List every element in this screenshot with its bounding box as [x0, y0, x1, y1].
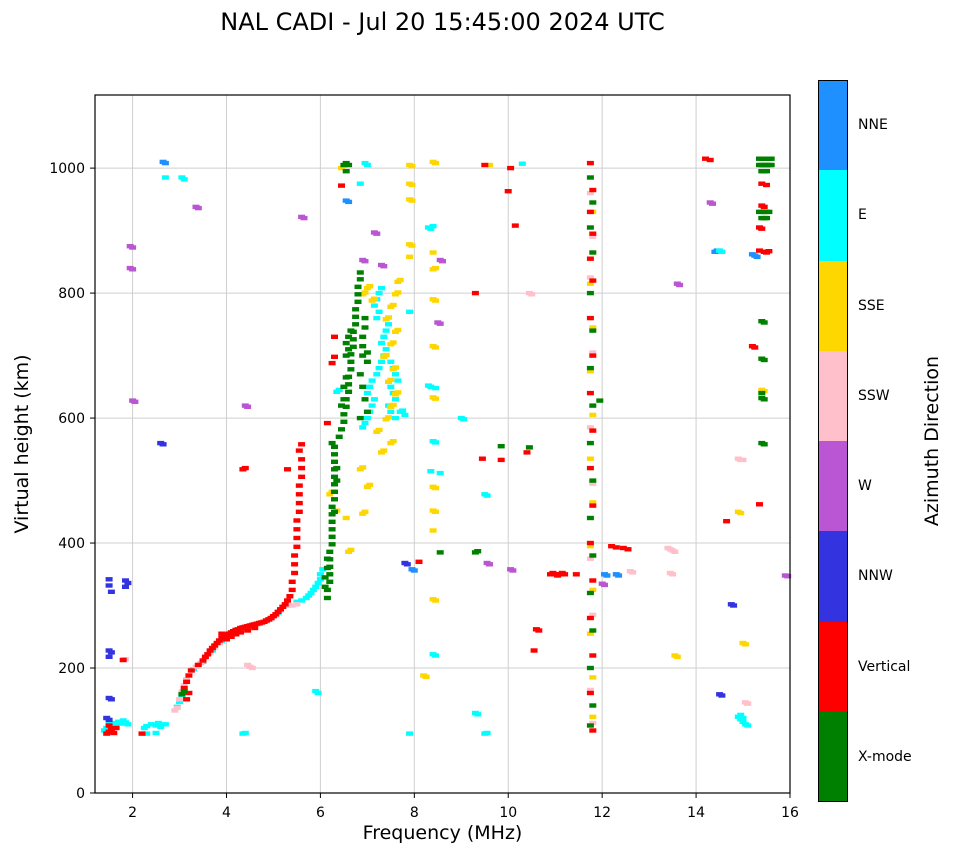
svg-text:600: 600	[58, 411, 85, 427]
colorbar-label-sse: SSE	[858, 297, 885, 314]
svg-text:0: 0	[76, 786, 85, 802]
colorbar-segment-e	[818, 170, 848, 261]
x-axis-ticks: 2 4 6 8 10 12 14 16	[128, 793, 799, 821]
colorbar-segment-vertical	[818, 621, 848, 712]
series-nnw	[103, 440, 738, 723]
svg-text:16: 16	[781, 805, 799, 821]
colorbar-label-e: E	[858, 207, 867, 224]
svg-text:1000: 1000	[49, 161, 85, 177]
svg-text:800: 800	[58, 286, 85, 302]
plot-frame	[94, 94, 791, 794]
svg-text:8: 8	[410, 805, 419, 821]
series-sse	[326, 159, 768, 719]
colorbar-segment-w	[818, 441, 848, 532]
colorbar-segment-nne	[818, 80, 848, 171]
y-axis-label: Virtual height (km)	[11, 354, 33, 534]
svg-text:2: 2	[128, 805, 137, 821]
colorbar-label-w: W	[858, 478, 872, 495]
svg-text:12: 12	[593, 805, 611, 821]
colorbar-segment-ssw	[818, 350, 848, 441]
svg-text:14: 14	[687, 805, 705, 821]
series-x-mode	[178, 156, 775, 728]
colorbar-label-ssw: SSW	[858, 387, 890, 404]
colorbar-segment-nnw	[818, 531, 848, 622]
colorbar-title: Azimuth Direction	[921, 355, 943, 527]
svg-text:400: 400	[58, 536, 85, 552]
colorbar: NNE E SSE SSW W NNW Vertical X-mode	[818, 80, 958, 802]
colorbar-label-x-mode: X-mode	[858, 748, 912, 765]
colorbar-label-vertical: Vertical	[858, 658, 911, 675]
svg-text:10: 10	[499, 805, 517, 821]
svg-text:6: 6	[316, 805, 325, 821]
colorbar-label-nnw: NNW	[858, 568, 893, 585]
x-axis-label: Frequency (MHz)	[362, 822, 523, 844]
series-e	[100, 160, 752, 736]
series-nne	[159, 159, 761, 578]
grid	[95, 95, 791, 794]
chart-title: NAL CADI - Jul 20 15:45:00 2024 UTC	[220, 8, 665, 36]
colorbar-segment-sse	[818, 260, 848, 351]
colorbar-label-nne: NNE	[858, 117, 888, 134]
svg-text:4: 4	[222, 805, 231, 821]
series-w	[126, 200, 792, 588]
colorbar-segment-x-mode	[818, 711, 848, 802]
svg-text:200: 200	[58, 661, 85, 677]
y-axis-ticks: 0 200 400 600 800 1000	[49, 161, 95, 802]
series-vertical	[103, 156, 773, 736]
